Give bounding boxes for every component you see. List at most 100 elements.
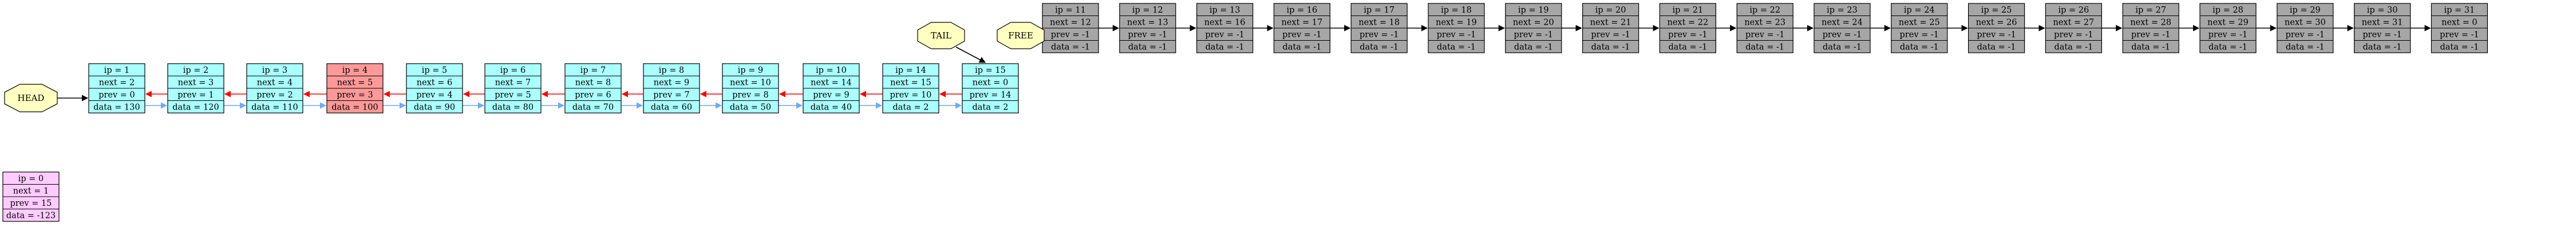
free-node: ip = 17 next = 18 prev = -1 data = -1 [1350,3,1408,53]
dummy-node-next-field: next = 1 [13,186,49,196]
free-node-prev-field: prev = -1 [2054,30,2093,40]
free-label-text: FREE [1008,30,1033,41]
free-label: FREE [997,22,1045,49]
free-node-ip-field: ip = 17 [1364,6,1394,15]
list-node: ip = 10 next = 14 prev = 9 data = 40 [803,63,860,114]
list-node-prev-field: prev = 1 [177,91,214,100]
free-node-prev-field: prev = -1 [1128,30,1167,40]
list-node-data-field: data = 110 [251,103,298,112]
free-node: ip = 26 next = 27 prev = -1 data = -1 [2045,3,2102,53]
free-node: ip = 24 next = 25 prev = -1 data = -1 [1891,3,1948,53]
tail-label: TAIL [917,22,965,49]
free-node-ip-field: ip = 21 [1673,6,1704,15]
free-node: ip = 19 next = 20 prev = -1 data = -1 [1505,3,1562,53]
dummy-node-ip-field: ip = 0 [18,174,44,183]
free-node-data-field: data = -1 [1900,42,1939,52]
free-node-prev-field: prev = -1 [1282,30,1321,40]
free-node: ip = 25 next = 26 prev = -1 data = -1 [1968,3,2025,53]
list-node-next-field: next = 15 [890,78,931,87]
free-node-prev-field: prev = -1 [2440,30,2479,40]
free-node-ip-field: ip = 19 [1518,6,1549,15]
free-node-data-field: data = -1 [1977,42,2016,52]
list-node-prev-field: prev = 10 [890,91,932,100]
list-node-next-field: next = 10 [730,78,771,87]
free-node: ip = 12 next = 13 prev = -1 data = -1 [1119,3,1176,53]
free-node-data-field: data = -1 [2363,42,2402,52]
free-node-next-field: next = 20 [1513,18,1554,27]
list-node-ip-field: ip = 15 [975,66,1006,75]
list-node-ip-field: ip = 3 [262,66,288,75]
free-node-prev-field: prev = -1 [1514,30,1553,40]
free-node: ip = 16 next = 17 prev = -1 data = -1 [1273,3,1330,53]
free-node-ip-field: ip = 24 [1904,6,1935,15]
free-node-next-field: next = 16 [1204,18,1246,27]
list-node: ip = 6 next = 7 prev = 5 data = 80 [484,63,542,114]
list-node-ip-field: ip = 4 [342,66,368,75]
list-node-next-field: next = 14 [811,78,852,87]
tail-pointer [955,46,986,63]
free-node-data-field: data = -1 [1745,42,1784,52]
free-node-prev-field: prev = -1 [2208,30,2247,40]
free-node: ip = 29 next = 30 prev = -1 data = -1 [2277,3,2334,53]
list-node-data-field: data = 2 [973,103,1009,112]
list-node-prev-field: prev = 9 [813,91,850,100]
free-node-data-field: data = -1 [1360,42,1398,52]
free-node-next-field: next = 24 [1822,18,1863,27]
free-node-data-field: data = -1 [1514,42,1553,52]
free-node-ip-field: ip = 26 [2059,6,2089,15]
free-node-prev-field: prev = -1 [1823,30,1862,40]
free-node: ip = 13 next = 16 prev = -1 data = -1 [1196,3,1254,53]
tail-label-shape [917,22,965,49]
list-node-prev-field: prev = 5 [495,91,531,100]
list-node: ip = 1 next = 2 prev = 0 data = 130 [88,63,145,114]
free-node: ip = 23 next = 24 prev = -1 data = -1 [1814,3,1871,53]
list-node-data-field: data = 80 [492,103,534,112]
dummy-node: ip = 0 next = 1 prev = 15 data = -123 [2,171,60,222]
free-node-ip-field: ip = 23 [1827,6,1858,15]
free-node-data-field: data = -1 [2440,42,2479,52]
list-node-ip-field: ip = 14 [895,66,926,75]
free-node-next-field: next = 17 [1282,18,1323,27]
list-node-next-field: next = 6 [417,78,453,87]
free-node-prev-field: prev = -1 [1745,30,1784,40]
free-node-prev-field: prev = -1 [2131,30,2170,40]
free-node-next-field: next = 18 [1358,18,1400,27]
free-node-ip-field: ip = 11 [1055,6,1086,15]
list-node: ip = 9 next = 10 prev = 8 data = 50 [722,63,779,114]
free-node-data-field: data = -1 [1206,42,1244,52]
list-node-next-field: next = 0 [973,78,1009,87]
list-node-next-field: next = 2 [99,78,135,87]
free-node-prev-field: prev = -1 [1360,30,1398,40]
list-node: ip = 5 next = 6 prev = 4 data = 90 [406,63,463,114]
list-node: ip = 15 next = 0 prev = 14 data = 2 [962,63,1019,114]
free-node-prev-field: prev = -1 [1977,30,2016,40]
free-node-data-field: data = -1 [2286,42,2325,52]
list-node-data-field: data = 60 [651,103,692,112]
free-node-data-field: data = -1 [1823,42,1862,52]
tail-label-text: TAIL [931,30,951,41]
free-node-data-field: data = -1 [2054,42,2093,52]
list-node-prev-field: prev = 6 [575,91,611,100]
list-node-next-field: next = 9 [654,78,690,87]
free-node-ip-field: ip = 20 [1595,6,1626,15]
free-node-ip-field: ip = 31 [2444,6,2475,15]
free-node-ip-field: ip = 30 [2367,6,2398,15]
free-node-ip-field: ip = 29 [2290,6,2321,15]
free-node-prev-field: prev = -1 [1437,30,1476,40]
free-node-next-field: next = 21 [1590,18,1631,27]
list-node-ip-field: ip = 10 [816,66,847,75]
list-node-data-field: data = 120 [172,103,219,112]
list-node-ip-field: ip = 1 [104,66,130,75]
free-node: ip = 27 next = 28 prev = -1 data = -1 [2122,3,2179,53]
free-node-next-field: next = 13 [1127,18,1168,27]
free-node-ip-field: ip = 28 [2212,6,2243,15]
free-node-prev-field: prev = -1 [1051,30,1090,40]
list-node: ip = 4 next = 5 prev = 3 data = 100 [326,63,384,114]
free-node-data-field: data = -1 [1437,42,1476,52]
free-node-data-field: data = -1 [2131,42,2170,52]
free-node-next-field: next = 0 [2441,18,2478,27]
list-node-next-field: next = 5 [337,78,373,87]
free-node-data-field: data = -1 [1051,42,1090,52]
list-node-prev-field: prev = 0 [98,91,135,100]
free-node-ip-field: ip = 25 [1981,6,2012,15]
